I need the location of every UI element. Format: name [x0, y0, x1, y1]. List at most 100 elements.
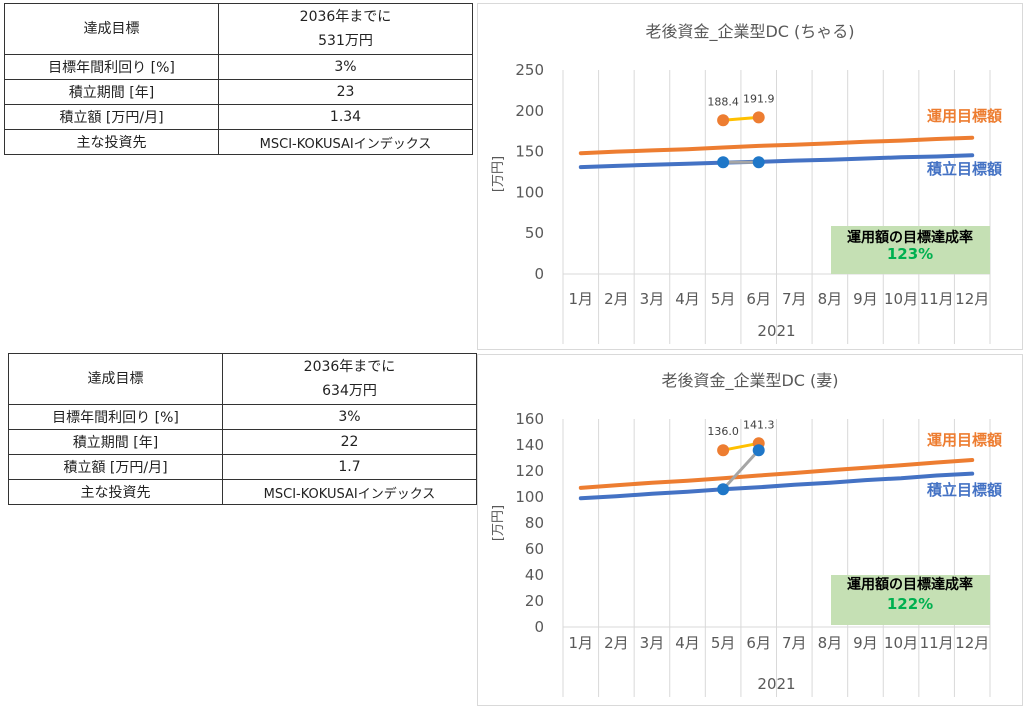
x-tick-label: 6月 [746, 290, 771, 308]
achievement-label: 運用額の目標達成率 [847, 229, 973, 246]
row-value: 1.34 [218, 104, 473, 130]
y-tick-label: 100 [515, 488, 544, 506]
legend-label-savings: 積立目標額 [926, 481, 1002, 499]
chart-1: 老後資金_企業型DC (ちゃる) 0 50 100 150 200 250 [万円] 1月 2月 3… [491, 22, 1002, 344]
legend-label-target: 運用目標額 [927, 107, 1002, 125]
chart-panel-1: 老後資金_企業型DC (ちゃる) 0 50 100 150 200 250 [万円] 1月 2月 3… [477, 3, 1023, 350]
x-tick-label: 2月 [604, 290, 629, 308]
row-value: 23 [218, 79, 473, 105]
chart-panel-2: 老後資金_企業型DC (妻) 0 20 40 60 80 100 120 140 160 [万円] 1… [477, 354, 1023, 706]
row-label: 主な投資先 [8, 479, 223, 505]
x-tick-label: 9月 [853, 290, 878, 308]
series-line-2 [721, 441, 761, 452]
goal-table-1: 達成目標 2036年までに 531万円 目標年間利回り [%] 3% 積立期間 [… [4, 3, 473, 155]
x-axis-label: 2021 [757, 322, 795, 340]
series-line-1 [578, 471, 975, 501]
row-label: 主な投資先 [4, 129, 219, 155]
x-tick-label: 11月 [920, 634, 954, 652]
data-point [717, 483, 730, 496]
row-label: 積立期間 [年] [4, 79, 219, 105]
chart-2: 老後資金_企業型DC (妻) 0 20 40 60 80 100 120 140 160 [万円] 1… [491, 371, 1002, 697]
data-label: 191.9 [743, 92, 775, 105]
row-label: 積立期間 [年] [8, 429, 223, 455]
table-row: 達成目標 2036年までに 531万円 [4, 3, 473, 55]
x-tick-label: 4月 [675, 290, 700, 308]
y-tick-label: 0 [534, 618, 544, 636]
table-row: 主な投資先 MSCI-KOKUSAIインデックス [4, 129, 473, 155]
data-label: 188.4 [707, 95, 739, 108]
table-row: 主な投資先 MSCI-KOKUSAIインデックス [8, 479, 477, 505]
row-value: 2036年までに 634万円 [222, 353, 477, 405]
x-tick-label: 11月 [920, 290, 954, 308]
row-value: MSCI-KOKUSAIインデックス [218, 129, 473, 155]
value-line-1: 2036年までに [299, 9, 392, 25]
row-value: MSCI-KOKUSAIインデックス [222, 479, 477, 505]
y-axis-label: [万円] [491, 505, 506, 541]
y-tick-label: 120 [515, 462, 544, 480]
x-tick-label: 3月 [640, 290, 665, 308]
legend-label-target: 運用目標額 [927, 431, 1002, 449]
y-tick-label: 250 [515, 61, 544, 79]
x-tick-label: 7月 [782, 634, 807, 652]
y-tick-label: 160 [515, 410, 544, 428]
table-row: 達成目標 2036年までに 634万円 [8, 353, 477, 405]
series-line-0 [578, 135, 975, 156]
row-value: 22 [222, 429, 477, 455]
legend-label-savings: 積立目標額 [926, 160, 1002, 178]
table-row: 積立期間 [年] 22 [8, 429, 477, 455]
series-line-3 [721, 448, 761, 491]
y-tick-label: 40 [525, 566, 544, 584]
y-tick-label: 140 [515, 436, 544, 454]
data-point [717, 444, 730, 457]
data-label: 141.3 [743, 418, 775, 431]
goal-table-2: 達成目標 2036年までに 634万円 目標年間利回り [%] 3% 積立期間 [… [8, 353, 477, 505]
achievement-label: 運用額の目標達成率 [847, 576, 973, 593]
x-tick-label: 7月 [782, 290, 807, 308]
data-point [717, 114, 730, 127]
x-tick-label: 8月 [818, 634, 843, 652]
row-value: 1.7 [222, 454, 477, 480]
achievement-value: 123% [887, 245, 933, 263]
row-value: 2036年までに 531万円 [218, 3, 473, 55]
data-point [752, 156, 765, 169]
table-row: 目標年間利回り [%] 3% [4, 54, 473, 80]
x-tick-label: 8月 [818, 290, 843, 308]
table-row: 目標年間利回り [%] 3% [8, 404, 477, 430]
row-label: 目標年間利回り [%] [8, 404, 223, 430]
y-tick-label: 60 [525, 540, 544, 558]
x-tick-label: 2月 [604, 634, 629, 652]
data-point [752, 111, 765, 124]
y-tick-label: 150 [515, 143, 544, 161]
data-point [752, 444, 765, 457]
value-line-1: 2036年までに [303, 359, 396, 375]
y-tick-label: 50 [525, 224, 544, 242]
x-tick-label: 6月 [746, 634, 771, 652]
y-tick-label: 0 [534, 265, 544, 283]
table-row: 積立期間 [年] 23 [4, 79, 473, 105]
row-label: 達成目標 [4, 3, 219, 55]
series-line-0 [578, 458, 975, 490]
data-point [717, 156, 730, 169]
x-tick-label: 9月 [853, 634, 878, 652]
row-value: 3% [218, 54, 473, 80]
x-tick-label: 12月 [955, 290, 989, 308]
series-line-1 [578, 153, 975, 170]
value-line-2: 634万円 [322, 383, 377, 399]
table-row: 積立額 [万円/月] 1.34 [4, 104, 473, 130]
x-tick-label: 1月 [569, 634, 594, 652]
achievement-box [831, 575, 990, 625]
table-row: 積立額 [万円/月] 1.7 [8, 454, 477, 480]
x-axis-label: 2021 [757, 675, 795, 693]
achievement-box [831, 226, 990, 274]
x-tick-label: 10月 [884, 290, 918, 308]
x-tick-label: 12月 [955, 634, 989, 652]
row-label: 達成目標 [8, 353, 223, 405]
data-label: 136.0 [707, 425, 739, 438]
x-tick-label: 3月 [640, 634, 665, 652]
x-tick-label: 10月 [884, 634, 918, 652]
y-tick-label: 200 [515, 102, 544, 120]
row-label: 積立額 [万円/月] [4, 104, 219, 130]
y-tick-label: 80 [525, 514, 544, 532]
row-label: 目標年間利回り [%] [4, 54, 219, 80]
x-tick-label: 5月 [711, 634, 736, 652]
